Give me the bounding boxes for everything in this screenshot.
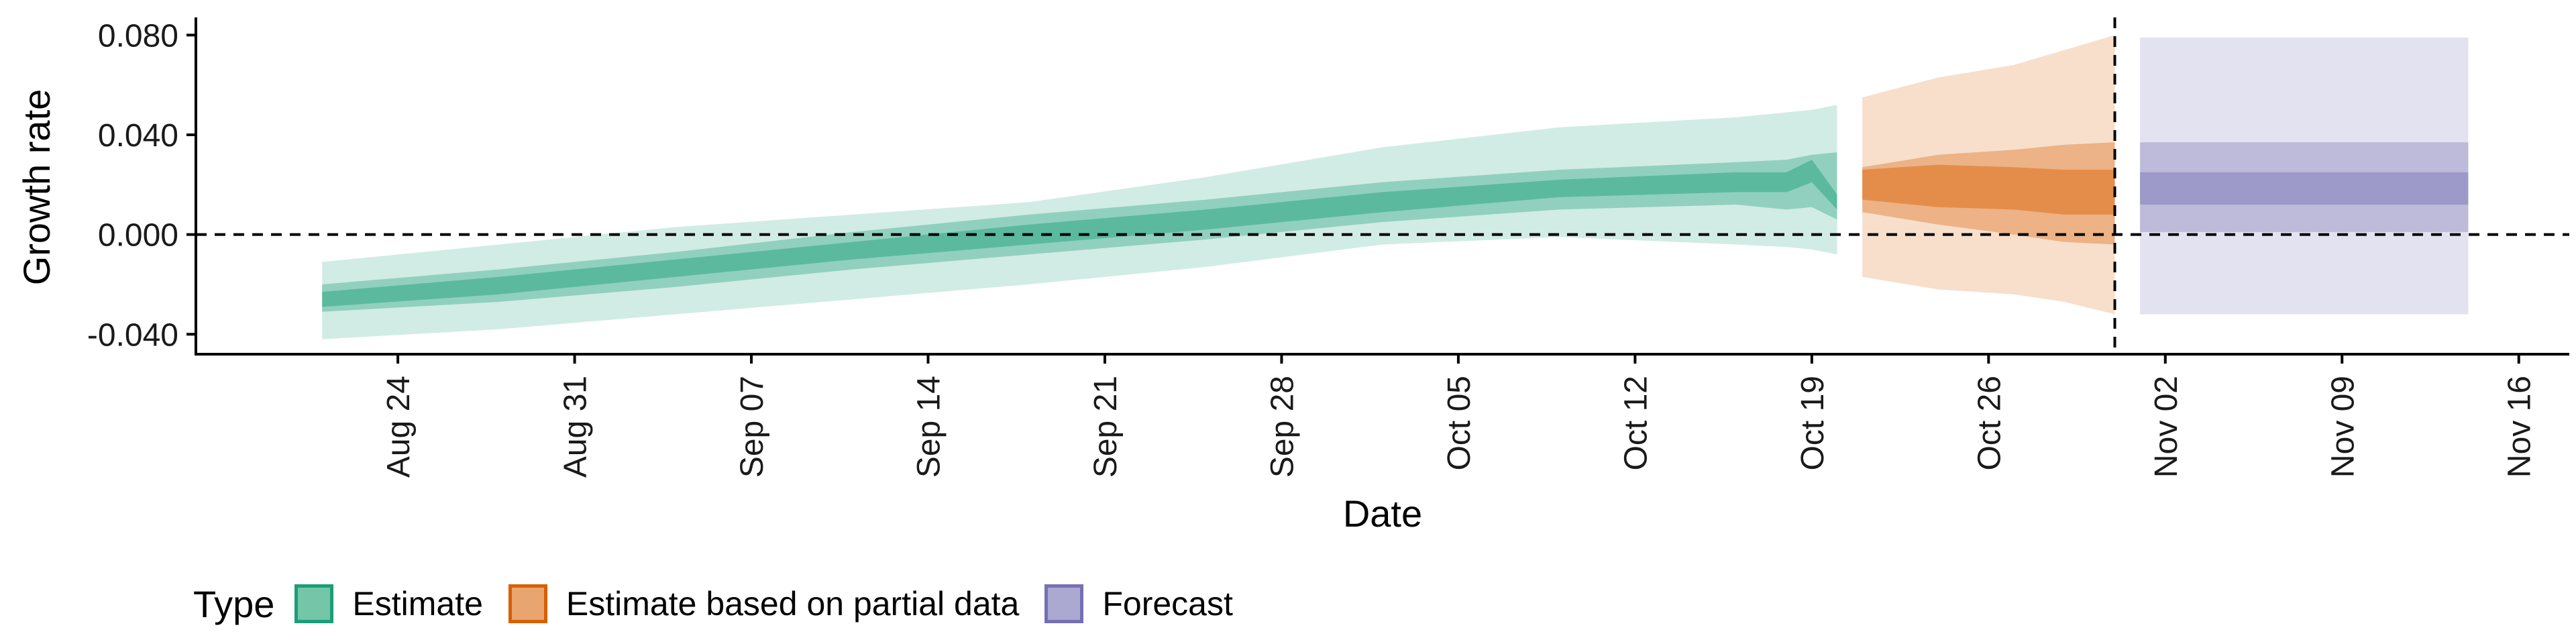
legend-item-forecast: Forecast (1044, 584, 1233, 623)
x-tick-label: Sep 28 (1265, 376, 1300, 478)
legend-item-estimate: Estimate (294, 584, 483, 623)
x-tick-label: Aug 31 (558, 376, 594, 478)
band-forecast-20 (2140, 172, 2469, 205)
legend-key-partial (508, 584, 547, 623)
x-axis-ticks: Aug 24 Aug 31 Sep 07 Sep 14 Sep 21 Sep 28 Oct … (381, 354, 2538, 478)
x-tick-label: Sep 21 (1088, 376, 1124, 478)
x-tick-label: Oct 19 (1795, 376, 1831, 470)
x-tick-label: Oct 12 (1618, 376, 1654, 470)
band-estimate-based-on-partial-data-50 (1862, 142, 2115, 245)
legend-key-estimate (294, 584, 334, 623)
band-forecast-90 (2140, 38, 2469, 315)
band-estimate-50 (322, 152, 1837, 312)
y-tick-label: 0.000 (98, 218, 178, 254)
band-estimate-based-on-partial-data-90 (1862, 35, 2115, 315)
legend-label-estimate: Estimate (352, 585, 483, 623)
y-axis-ticks: -0.040 0.000 0.040 0.080 (87, 18, 196, 353)
x-tick-label: Aug 24 (381, 376, 417, 478)
y-tick-label: 0.040 (98, 118, 178, 154)
legend-label-forecast: Forecast (1102, 585, 1233, 623)
reference-lines (196, 17, 2569, 354)
band-estimate-90 (322, 105, 1837, 339)
legend-label-partial: Estimate based on partial data (566, 585, 1020, 623)
axes-layer (195, 17, 2569, 356)
x-axis-title: Date (1343, 492, 1422, 535)
x-tick-label: Nov 02 (2149, 376, 2184, 478)
ribbon-layer (322, 35, 2469, 339)
x-tick-label: Nov 16 (2502, 376, 2538, 478)
legend-item-partial: Estimate based on partial data (508, 584, 1019, 623)
x-tick-label: Oct 05 (1442, 376, 1477, 470)
y-tick-label: 0.080 (98, 18, 178, 54)
x-tick-label: Sep 07 (735, 376, 770, 478)
x-tick-label: Oct 26 (1972, 376, 2007, 470)
y-axis-title: Growth rate (15, 89, 58, 286)
legend-key-forecast (1044, 584, 1084, 623)
legend-title: Type (193, 582, 275, 625)
legend: Type Estimate Estimate based on partial … (193, 572, 1258, 636)
x-tick-label: Sep 14 (912, 376, 947, 478)
band-estimate-based-on-partial-data-20 (1862, 164, 2115, 215)
x-tick-label: Nov 09 (2325, 376, 2361, 478)
y-tick-label: -0.040 (87, 317, 178, 353)
band-forecast-50 (2140, 142, 2469, 232)
